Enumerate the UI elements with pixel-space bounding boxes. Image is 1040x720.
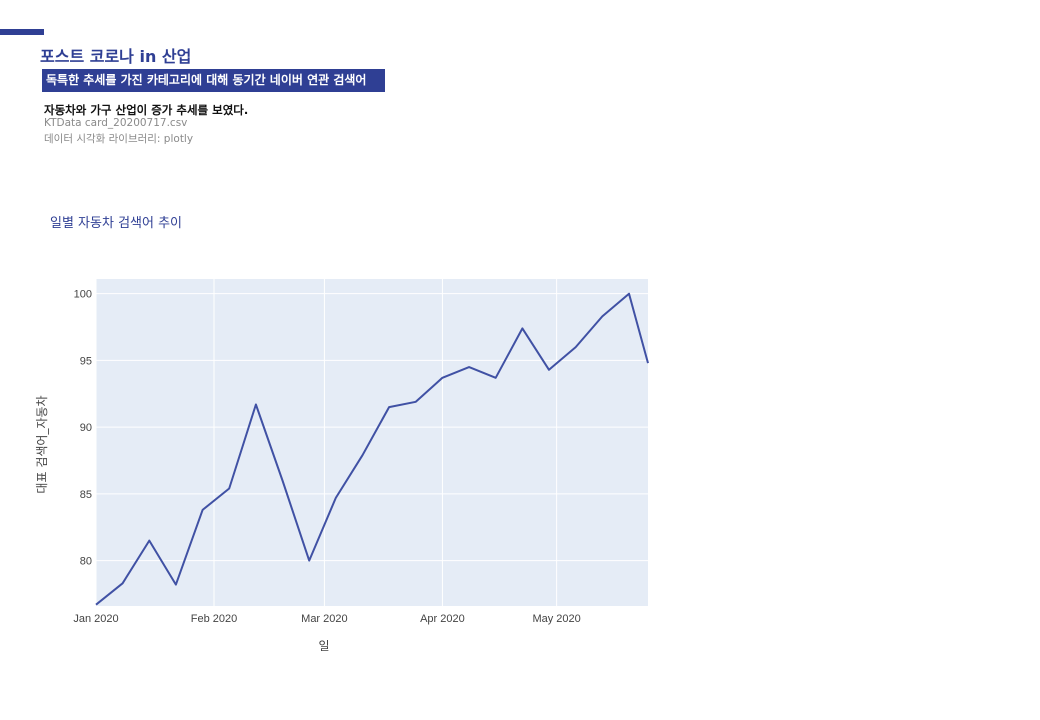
series-line (95, 292, 649, 606)
x-axis-title: 일 (318, 639, 329, 653)
y-tick-label: 80 (80, 556, 92, 568)
y-tick-label: 100 (74, 289, 92, 301)
finding-text: 자동차와 가구 산업이 증가 추세를 보였다. (44, 103, 249, 117)
x-tick-label: Feb 2020 (191, 613, 237, 625)
subtitle-band: 독특한 추세를 가진 카테고리에 대해 동기간 네이버 연관 검색어 (42, 69, 385, 92)
y-axis-title: 대표 검색어_자동차 (35, 395, 49, 493)
library-note: 데이터 시각화 라이브러리: plotly (44, 133, 194, 145)
x-tick-label: Jan 2020 (73, 613, 118, 625)
accent-bar (0, 29, 44, 35)
x-tick-label: Apr 2020 (420, 613, 465, 625)
data-source: KTData card_20200717.csv (44, 117, 188, 129)
y-tick-label: 90 (80, 422, 92, 434)
chart-title: 일별 자동차 검색어 추이 (50, 216, 182, 231)
x-tick-label: May 2020 (532, 613, 580, 625)
y-tick-label: 95 (80, 355, 92, 367)
plot-area (96, 279, 648, 606)
x-tick-label: Mar 2020 (301, 613, 347, 625)
page-title: 포스트 코로나 in 산업 (40, 47, 192, 66)
y-tick-label: 85 (80, 489, 92, 501)
